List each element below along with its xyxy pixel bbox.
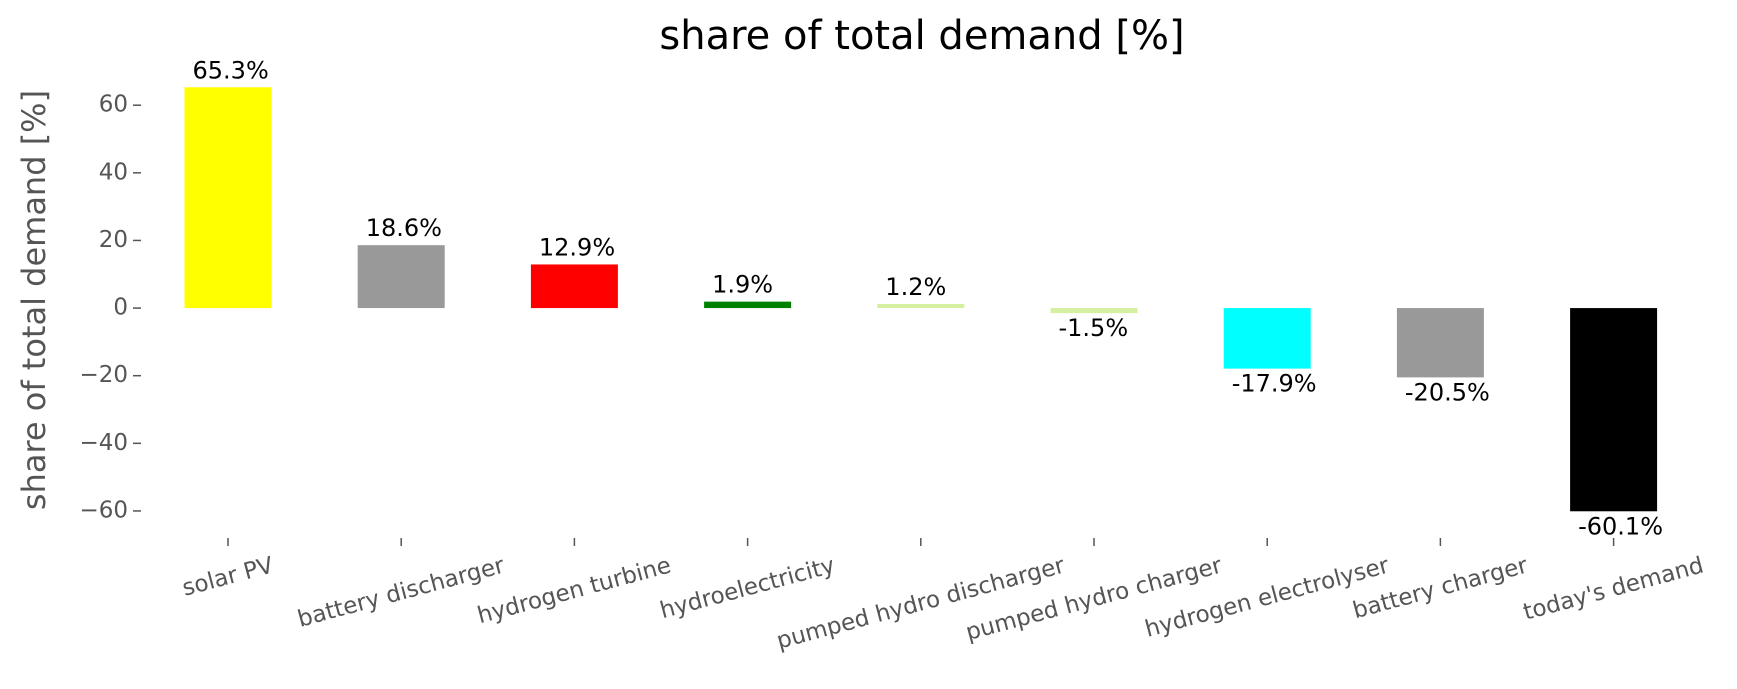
y-tick-label: 0 [113, 295, 128, 321]
x-tick-label: hydroelectricity [657, 553, 837, 625]
y-tick-label: −20 [79, 362, 128, 388]
y-tick-label: 40 [99, 159, 128, 185]
bar [1396, 308, 1484, 378]
y-tick-label: −60 [79, 497, 128, 523]
value-label: -20.5% [1405, 378, 1490, 406]
bar [357, 245, 445, 309]
bar [704, 301, 792, 309]
bar [530, 264, 618, 309]
bar [1050, 308, 1138, 314]
y-tick-label: −40 [79, 430, 128, 456]
bar [184, 87, 272, 309]
value-label: -17.9% [1232, 370, 1317, 398]
x-tick-label: today's demand [1521, 553, 1707, 626]
bar [877, 304, 965, 309]
value-label: 1.9% [712, 271, 773, 299]
value-label: 1.2% [885, 273, 946, 301]
bar [1223, 308, 1311, 369]
value-label: -60.1% [1578, 512, 1663, 540]
y-axis-label: share of total demand [%] [15, 90, 53, 510]
value-label: 18.6% [366, 214, 442, 242]
value-label: 65.3% [193, 56, 269, 84]
bar [1570, 308, 1658, 512]
x-tick-label: solar PV [180, 552, 277, 601]
y-tick-label: 20 [99, 227, 128, 253]
value-label: -1.5% [1059, 314, 1129, 342]
chart-title: share of total demand [%] [659, 13, 1184, 59]
x-tick-label: hydrogen turbine [475, 553, 674, 630]
value-label: 12.9% [539, 233, 615, 261]
x-tick-label: battery discharger [295, 552, 508, 632]
y-tick-label: 60 [99, 92, 128, 118]
